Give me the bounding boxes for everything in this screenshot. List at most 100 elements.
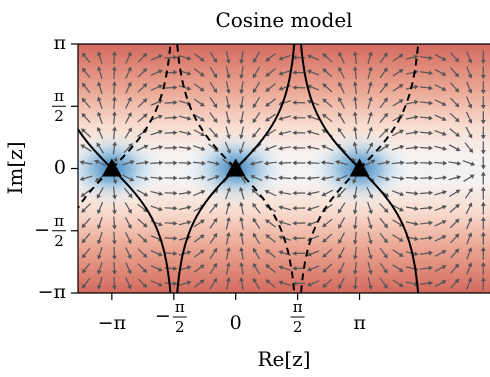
- field-arrow: [239, 277, 245, 290]
- field-arrow: [367, 96, 373, 110]
- field-arrow: [338, 66, 345, 79]
- field-arrow: [367, 261, 373, 275]
- field-arrow: [178, 205, 192, 211]
- field-arrow: [449, 112, 460, 123]
- field-arrow: [278, 160, 292, 166]
- field-arrow: [434, 265, 447, 272]
- field-arrow: [193, 113, 205, 122]
- field-arrow: [465, 202, 473, 215]
- field-arrow: [239, 111, 244, 125]
- field-arrow: [292, 115, 306, 121]
- field-arrow: [97, 261, 103, 275]
- field-arrow: [464, 187, 473, 199]
- field-arrow: [352, 126, 358, 140]
- field-arrow: [450, 248, 460, 259]
- field-arrow: [81, 277, 91, 289]
- field-arrow: [239, 246, 245, 260]
- field-arrow: [265, 52, 276, 62]
- solid-separatrix: [111, 167, 172, 293]
- field-arrow: [352, 141, 358, 155]
- field-arrow: [136, 160, 150, 166]
- svg-text:π: π: [353, 312, 366, 334]
- field-arrow: [193, 249, 205, 258]
- field-arrow: [252, 127, 261, 138]
- field-arrow: [278, 175, 292, 181]
- field-arrow: [450, 82, 460, 93]
- field-arrow: [335, 160, 348, 166]
- field-arrow: [164, 160, 178, 166]
- well-0: [78, 130, 164, 207]
- field-arrow: [137, 263, 148, 273]
- field-arrow: [81, 52, 91, 64]
- field-arrow: [480, 171, 486, 185]
- field-arrow: [419, 205, 433, 211]
- field-arrow: [225, 96, 231, 110]
- field-arrow: [164, 54, 178, 60]
- field-arrow: [112, 246, 117, 260]
- field-arrow: [377, 160, 391, 165]
- field-arrow: [367, 111, 373, 125]
- field-arrow: [367, 216, 373, 230]
- field-arrow: [322, 68, 333, 78]
- field-arrow: [239, 126, 245, 140]
- field-arrow: [150, 265, 163, 272]
- field-arrow: [392, 249, 404, 257]
- field-arrow: [112, 141, 117, 155]
- field-arrow: [434, 69, 447, 76]
- field-arrow: [193, 129, 206, 137]
- solid-separatrix: [176, 167, 237, 293]
- field-arrow: [225, 186, 231, 200]
- field-arrow: [193, 264, 205, 273]
- field-arrow: [392, 279, 404, 288]
- field-arrow: [448, 160, 462, 166]
- field-arrow: [278, 280, 291, 287]
- field-arrow: [278, 69, 291, 76]
- field-arrow: [466, 247, 473, 260]
- field-arrow: [164, 266, 178, 271]
- field-arrow: [292, 130, 306, 136]
- field-arrow: [306, 69, 320, 76]
- field-arrow: [480, 111, 486, 125]
- field-arrow: [419, 100, 433, 106]
- field-arrow: [449, 189, 461, 198]
- field-arrow: [97, 216, 103, 230]
- field-arrow: [164, 130, 178, 136]
- field-arrow: [392, 99, 404, 107]
- field-arrow: [193, 68, 205, 77]
- field-arrow: [96, 126, 104, 140]
- field-arrow: [150, 205, 163, 212]
- field-arrow: [239, 81, 245, 95]
- field-arrow: [225, 81, 231, 95]
- field-arrow: [164, 100, 178, 105]
- field-arrow: [306, 191, 320, 196]
- field-arrow: [392, 84, 404, 92]
- field-arrow: [306, 265, 320, 272]
- field-arrow: [81, 217, 91, 229]
- field-arrow: [79, 160, 93, 165]
- field-arrow: [405, 99, 419, 105]
- field-arrow: [97, 96, 103, 110]
- field-arrow: [367, 231, 373, 245]
- field-arrow: [150, 54, 163, 61]
- field-arrow: [178, 130, 192, 136]
- field-arrow: [449, 128, 460, 137]
- field-arrow: [480, 81, 486, 95]
- field-arrow: [278, 54, 291, 61]
- field-arrow: [252, 66, 260, 79]
- field-arrow: [112, 216, 117, 230]
- field-arrow: [480, 96, 486, 110]
- field-arrow: [209, 81, 218, 94]
- field-arrow: [150, 280, 163, 287]
- field-arrow: [239, 261, 245, 275]
- field-arrow: [338, 51, 345, 64]
- field-arrow: [252, 232, 261, 245]
- field-arrow: [321, 144, 334, 152]
- svg-text:0: 0: [54, 157, 66, 179]
- field-arrow: [112, 201, 117, 215]
- field-arrow: [207, 160, 220, 166]
- field-arrow: [112, 231, 117, 245]
- field-arrow: [112, 126, 117, 140]
- y-tick-label: π: [54, 32, 67, 54]
- field-arrow: [137, 278, 148, 289]
